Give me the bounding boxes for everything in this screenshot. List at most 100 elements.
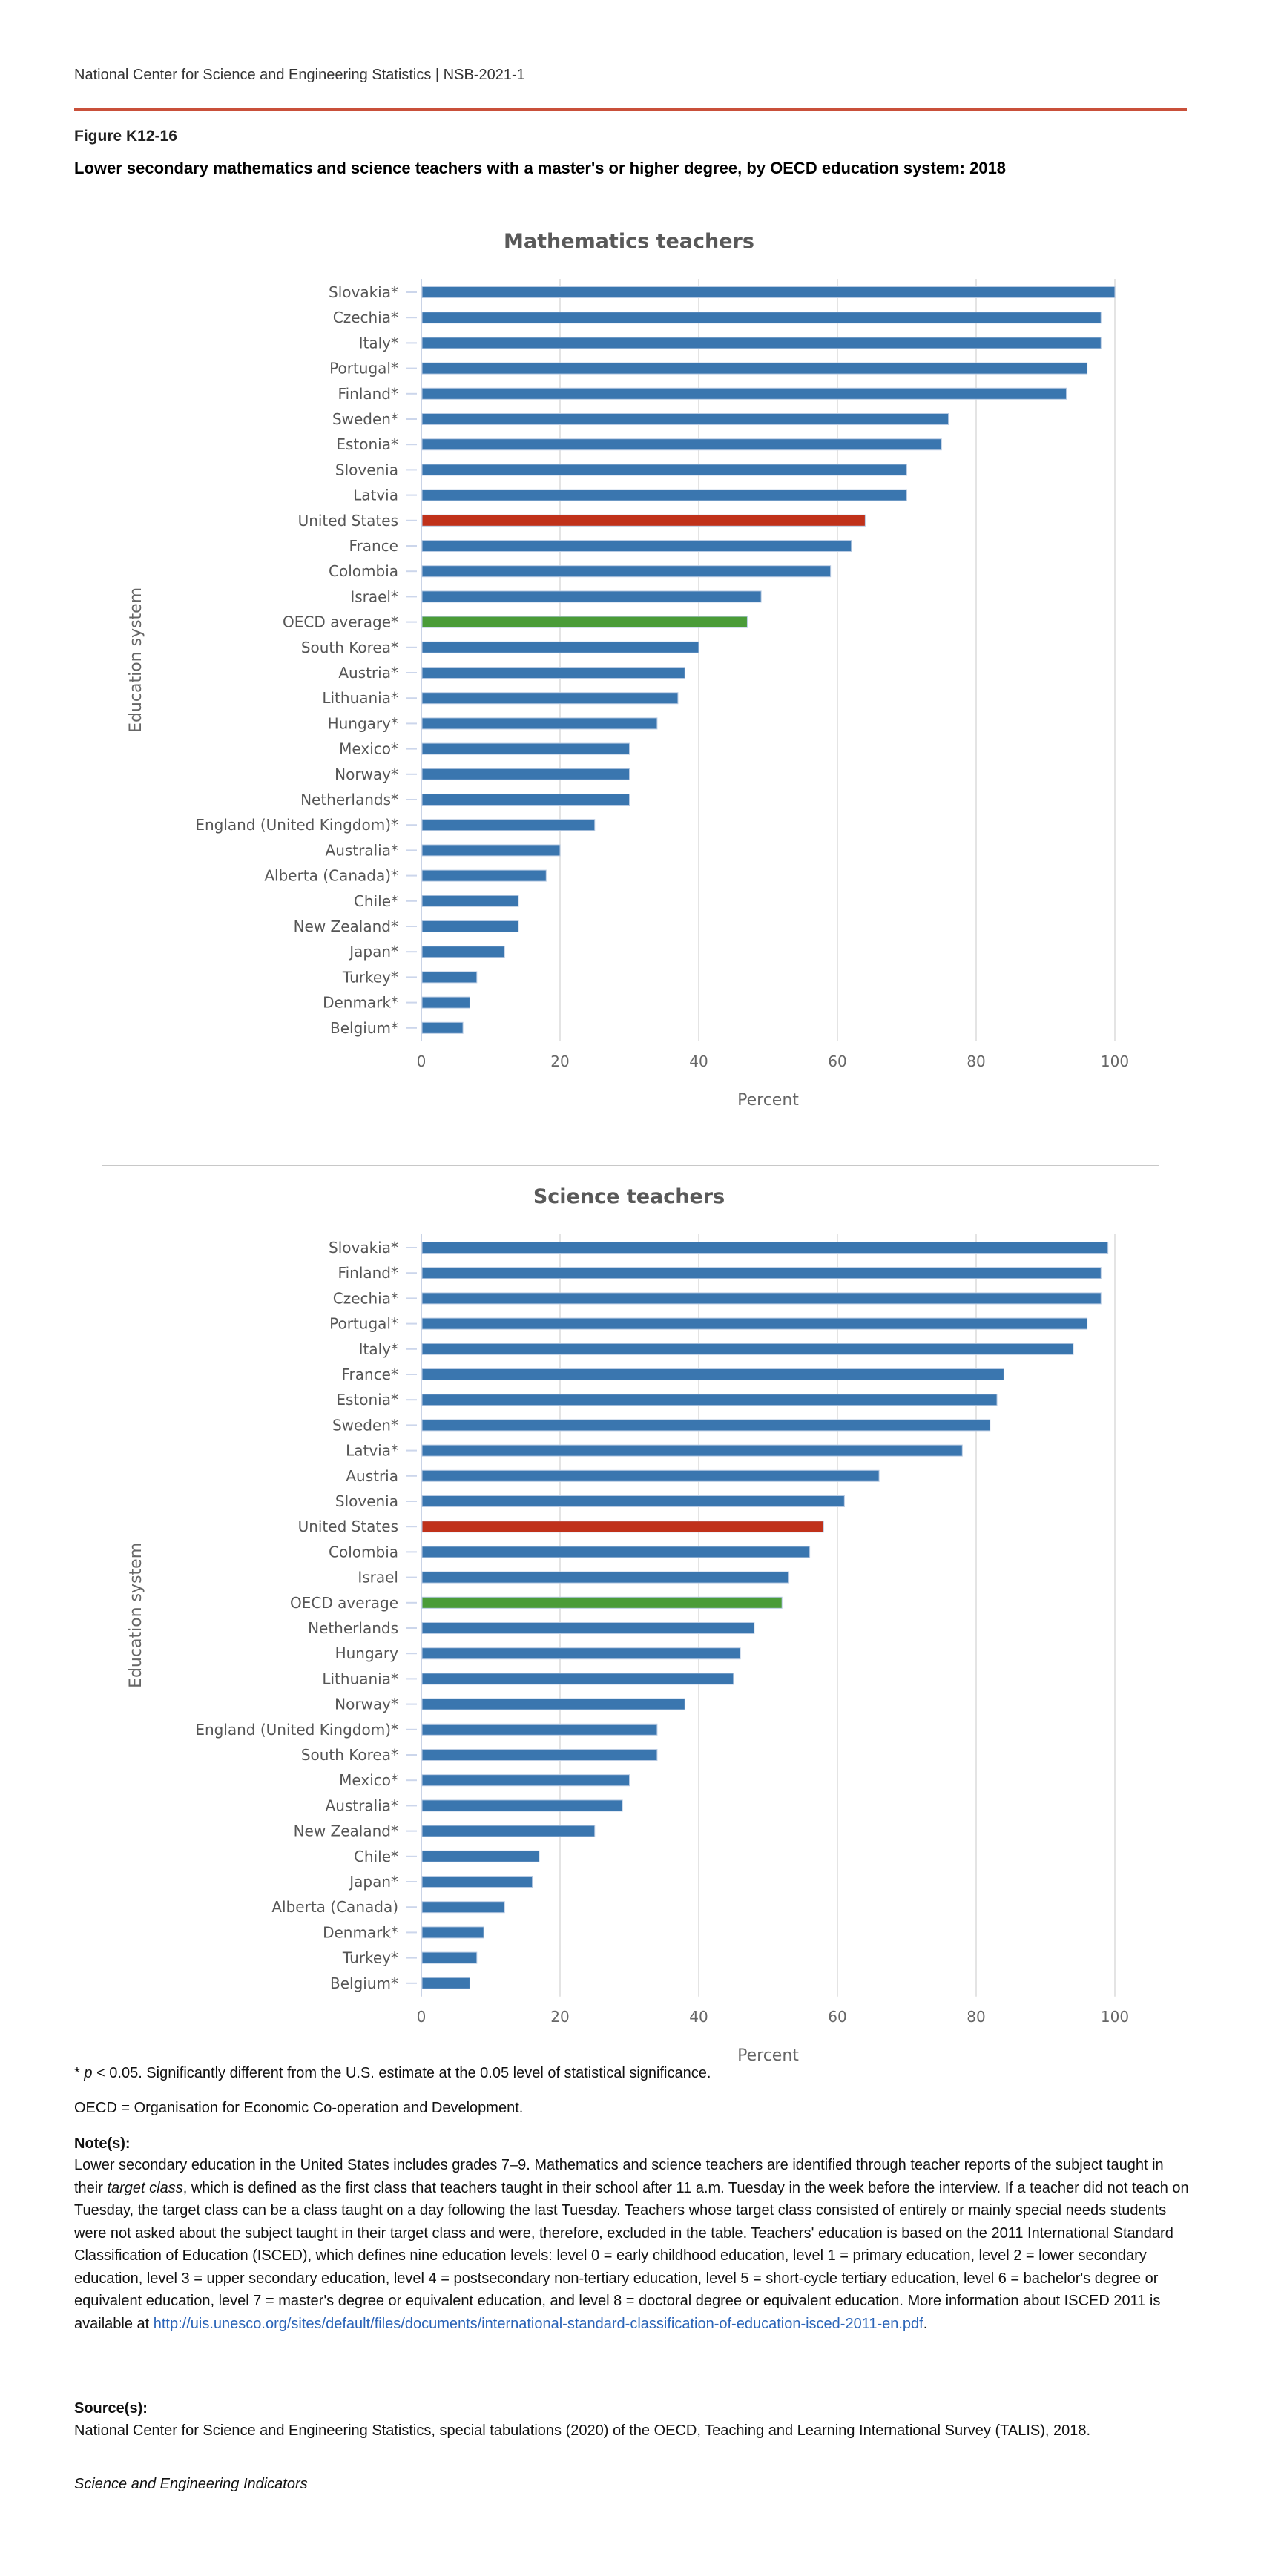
bar bbox=[421, 413, 949, 425]
bar bbox=[421, 337, 1102, 349]
y-tick-label: Netherlands bbox=[308, 1619, 398, 1637]
bar bbox=[421, 920, 519, 932]
y-tick-label: Hungary bbox=[335, 1644, 399, 1662]
figure-title: Lower secondary mathematics and science … bbox=[74, 159, 1007, 177]
y-tick-label: Denmark* bbox=[323, 994, 398, 1012]
bar bbox=[421, 1343, 1074, 1355]
bar bbox=[421, 692, 679, 705]
y-tick-label: Israel* bbox=[350, 587, 398, 605]
y-tick-label: Australia* bbox=[326, 841, 398, 859]
bar bbox=[421, 1495, 845, 1507]
bar bbox=[421, 590, 762, 603]
chart-title: Mathematics teachers bbox=[504, 230, 754, 253]
y-tick-label: Norway* bbox=[335, 1696, 398, 1713]
chart-title: Science teachers bbox=[533, 1185, 725, 1208]
y-tick-label: Italy* bbox=[359, 1340, 398, 1358]
bar bbox=[421, 996, 470, 1009]
bar bbox=[421, 1673, 734, 1685]
x-tick-label: 0 bbox=[417, 1053, 427, 1070]
notes-text-end: . bbox=[923, 2315, 928, 2332]
x-tick-label: 80 bbox=[967, 1053, 985, 1070]
bar bbox=[421, 869, 547, 882]
x-tick-label: 80 bbox=[967, 2008, 985, 2026]
y-tick-label: New Zealand* bbox=[294, 918, 398, 935]
y-tick-label: South Korea* bbox=[301, 639, 398, 656]
y-tick-label: Czechia* bbox=[333, 309, 398, 326]
y-tick-label: Slovenia bbox=[335, 1492, 398, 1510]
y-tick-label: Belgium* bbox=[330, 1019, 398, 1037]
bar bbox=[421, 667, 685, 679]
y-tick-label: New Zealand* bbox=[294, 1822, 398, 1840]
x-tick-label: 100 bbox=[1101, 2008, 1129, 2026]
y-tick-label: Portugal* bbox=[329, 1315, 398, 1333]
notes-text-part: Lower secondary education in the United … bbox=[74, 2157, 1164, 2196]
y-tick-label: France* bbox=[341, 1366, 398, 1383]
bar bbox=[421, 1546, 811, 1558]
publication-name: Science and Engineering Indicators bbox=[74, 2476, 308, 2492]
sources-text: National Center for Science and Engineer… bbox=[74, 2422, 1091, 2439]
chart-divider bbox=[102, 1165, 1159, 1166]
y-tick-label: Alberta (Canada) bbox=[271, 1898, 398, 1916]
y-tick-label: Denmark* bbox=[323, 1923, 398, 1941]
bar bbox=[421, 768, 630, 780]
bar bbox=[421, 1647, 741, 1660]
y-tick-label: Italy* bbox=[359, 334, 398, 352]
y-tick-label: Chile* bbox=[354, 892, 398, 910]
bar bbox=[421, 819, 596, 831]
y-tick-label: Finland* bbox=[338, 385, 398, 403]
bar bbox=[421, 794, 630, 806]
y-tick-label: England (United Kingdom)* bbox=[195, 1721, 398, 1739]
bar bbox=[421, 946, 505, 958]
x-tick-label: 0 bbox=[417, 2008, 427, 2026]
bar bbox=[421, 1444, 963, 1457]
bar bbox=[421, 1774, 630, 1787]
y-tick-label: Australia* bbox=[326, 1796, 398, 1814]
bar bbox=[421, 641, 699, 653]
bar bbox=[421, 312, 1102, 324]
bar bbox=[421, 387, 1067, 400]
notes-text: Lower secondary education in the United … bbox=[74, 2154, 1194, 2335]
bar bbox=[421, 1749, 658, 1761]
y-tick-label: Sweden* bbox=[332, 410, 398, 428]
x-tick-label: 40 bbox=[689, 2008, 708, 2026]
y-tick-label: Austria bbox=[346, 1467, 398, 1485]
x-tick-label: 60 bbox=[828, 1053, 846, 1070]
y-tick-label: Slovakia* bbox=[329, 283, 398, 301]
y-tick-label: Alberta (Canada)* bbox=[264, 867, 398, 885]
bar bbox=[421, 1723, 658, 1736]
bar bbox=[421, 540, 852, 552]
y-tick-label: Czechia* bbox=[333, 1289, 398, 1307]
bar bbox=[421, 1394, 998, 1406]
y-tick-label: Turkey* bbox=[342, 968, 398, 986]
y-tick-label: Hungary* bbox=[328, 714, 398, 732]
bar bbox=[421, 1521, 824, 1533]
y-tick-label: Israel bbox=[358, 1569, 398, 1587]
bar bbox=[421, 1419, 991, 1432]
bar bbox=[421, 1926, 484, 1939]
bar bbox=[421, 1698, 685, 1710]
bar bbox=[421, 1825, 596, 1837]
y-tick-label: Belgium* bbox=[330, 1974, 398, 1992]
figure-number: Figure K12-16 bbox=[74, 128, 177, 145]
bar bbox=[421, 464, 907, 476]
y-axis-title: Education system bbox=[127, 1543, 145, 1688]
bar bbox=[421, 1951, 478, 1964]
y-tick-label: Lithuania* bbox=[322, 1670, 398, 1687]
significance-star: * bbox=[74, 2065, 85, 2081]
bar bbox=[421, 514, 866, 527]
y-tick-label: Netherlands* bbox=[300, 791, 398, 808]
bar bbox=[421, 286, 1116, 298]
bar bbox=[421, 742, 630, 755]
y-tick-label: Latvia* bbox=[346, 1442, 398, 1460]
y-tick-label: France bbox=[349, 537, 398, 555]
y-tick-label: United States bbox=[298, 1518, 398, 1535]
bar bbox=[421, 565, 832, 578]
y-tick-label: Colombia bbox=[329, 1543, 398, 1561]
notes-heading: Note(s): bbox=[74, 2135, 131, 2152]
y-tick-label: United States bbox=[298, 512, 398, 530]
y-tick-label: Estonia* bbox=[336, 435, 398, 453]
bar bbox=[421, 1596, 783, 1609]
isced-link[interactable]: http://uis.unesco.org/sites/default/file… bbox=[153, 2315, 923, 2332]
y-tick-label: Mexico* bbox=[339, 1771, 398, 1789]
x-tick-label: 20 bbox=[550, 1053, 569, 1070]
